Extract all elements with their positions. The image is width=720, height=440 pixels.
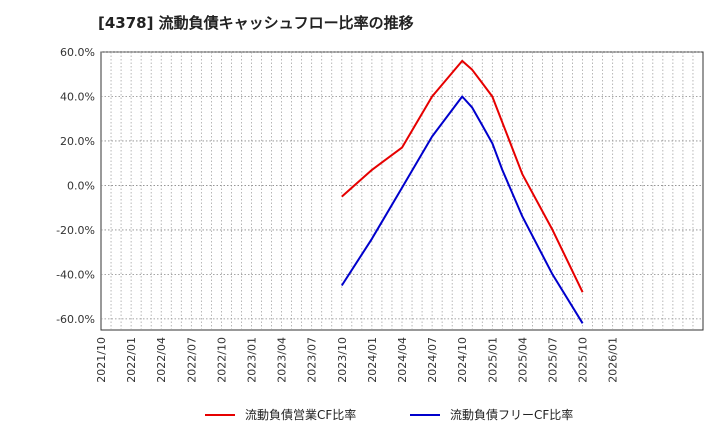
legend-label-1: 流動負債営業CF比率 <box>245 407 356 422</box>
series-group <box>340 59 584 324</box>
y-tick-label: 0.0% <box>67 179 95 192</box>
x-tick-label: 2023/01 <box>246 337 259 383</box>
series-line-1 <box>341 59 584 293</box>
grid <box>101 51 703 330</box>
series-line-2 <box>340 95 584 324</box>
y-tick-label: 20.0% <box>60 135 95 148</box>
x-tick-label: 2023/10 <box>336 337 349 383</box>
x-tick-label: 2024/04 <box>396 337 409 383</box>
x-tick-label: 2025/04 <box>516 337 529 383</box>
x-tick-label: 2024/07 <box>426 337 439 383</box>
x-tick-label: 2023/04 <box>276 337 289 383</box>
chart-title: [4378] 流動負債キャッシュフロー比率の推移 <box>98 14 414 32</box>
x-tick-label: 2022/04 <box>155 337 168 383</box>
y-axis: 60.0% 40.0% 20.0% 0.0% -20.0% -40.0% -60.0% <box>56 46 95 326</box>
x-tick-label: 2021/10 <box>95 337 108 383</box>
plot-area <box>100 51 704 331</box>
x-tick-label: 2025/07 <box>547 337 560 383</box>
legend: 流動負債営業CF比率 流動負債フリーCF比率 <box>205 407 573 422</box>
legend-label-2: 流動負債フリーCF比率 <box>450 407 573 422</box>
x-tick-label: 2022/07 <box>185 337 198 383</box>
x-axis: 2021/10 2022/01 2022/04 2022/07 2022/10 2023/… <box>95 337 620 383</box>
y-tick-label: -40.0% <box>56 268 95 281</box>
y-tick-label: -60.0% <box>56 313 95 326</box>
x-tick-label: 2022/01 <box>125 337 138 383</box>
y-tick-label: -20.0% <box>56 224 95 237</box>
x-tick-label: 2023/07 <box>306 337 319 383</box>
x-tick-label: 2025/10 <box>577 337 590 383</box>
y-tick-label: 40.0% <box>60 90 95 103</box>
x-tick-label: 2026/01 <box>607 337 620 383</box>
x-tick-label: 2025/01 <box>486 337 499 383</box>
x-tick-label: 2024/10 <box>456 337 469 383</box>
x-tick-label: 2022/10 <box>215 337 228 383</box>
x-tick-label: 2024/01 <box>366 337 379 383</box>
y-tick-label: 60.0% <box>60 46 95 59</box>
